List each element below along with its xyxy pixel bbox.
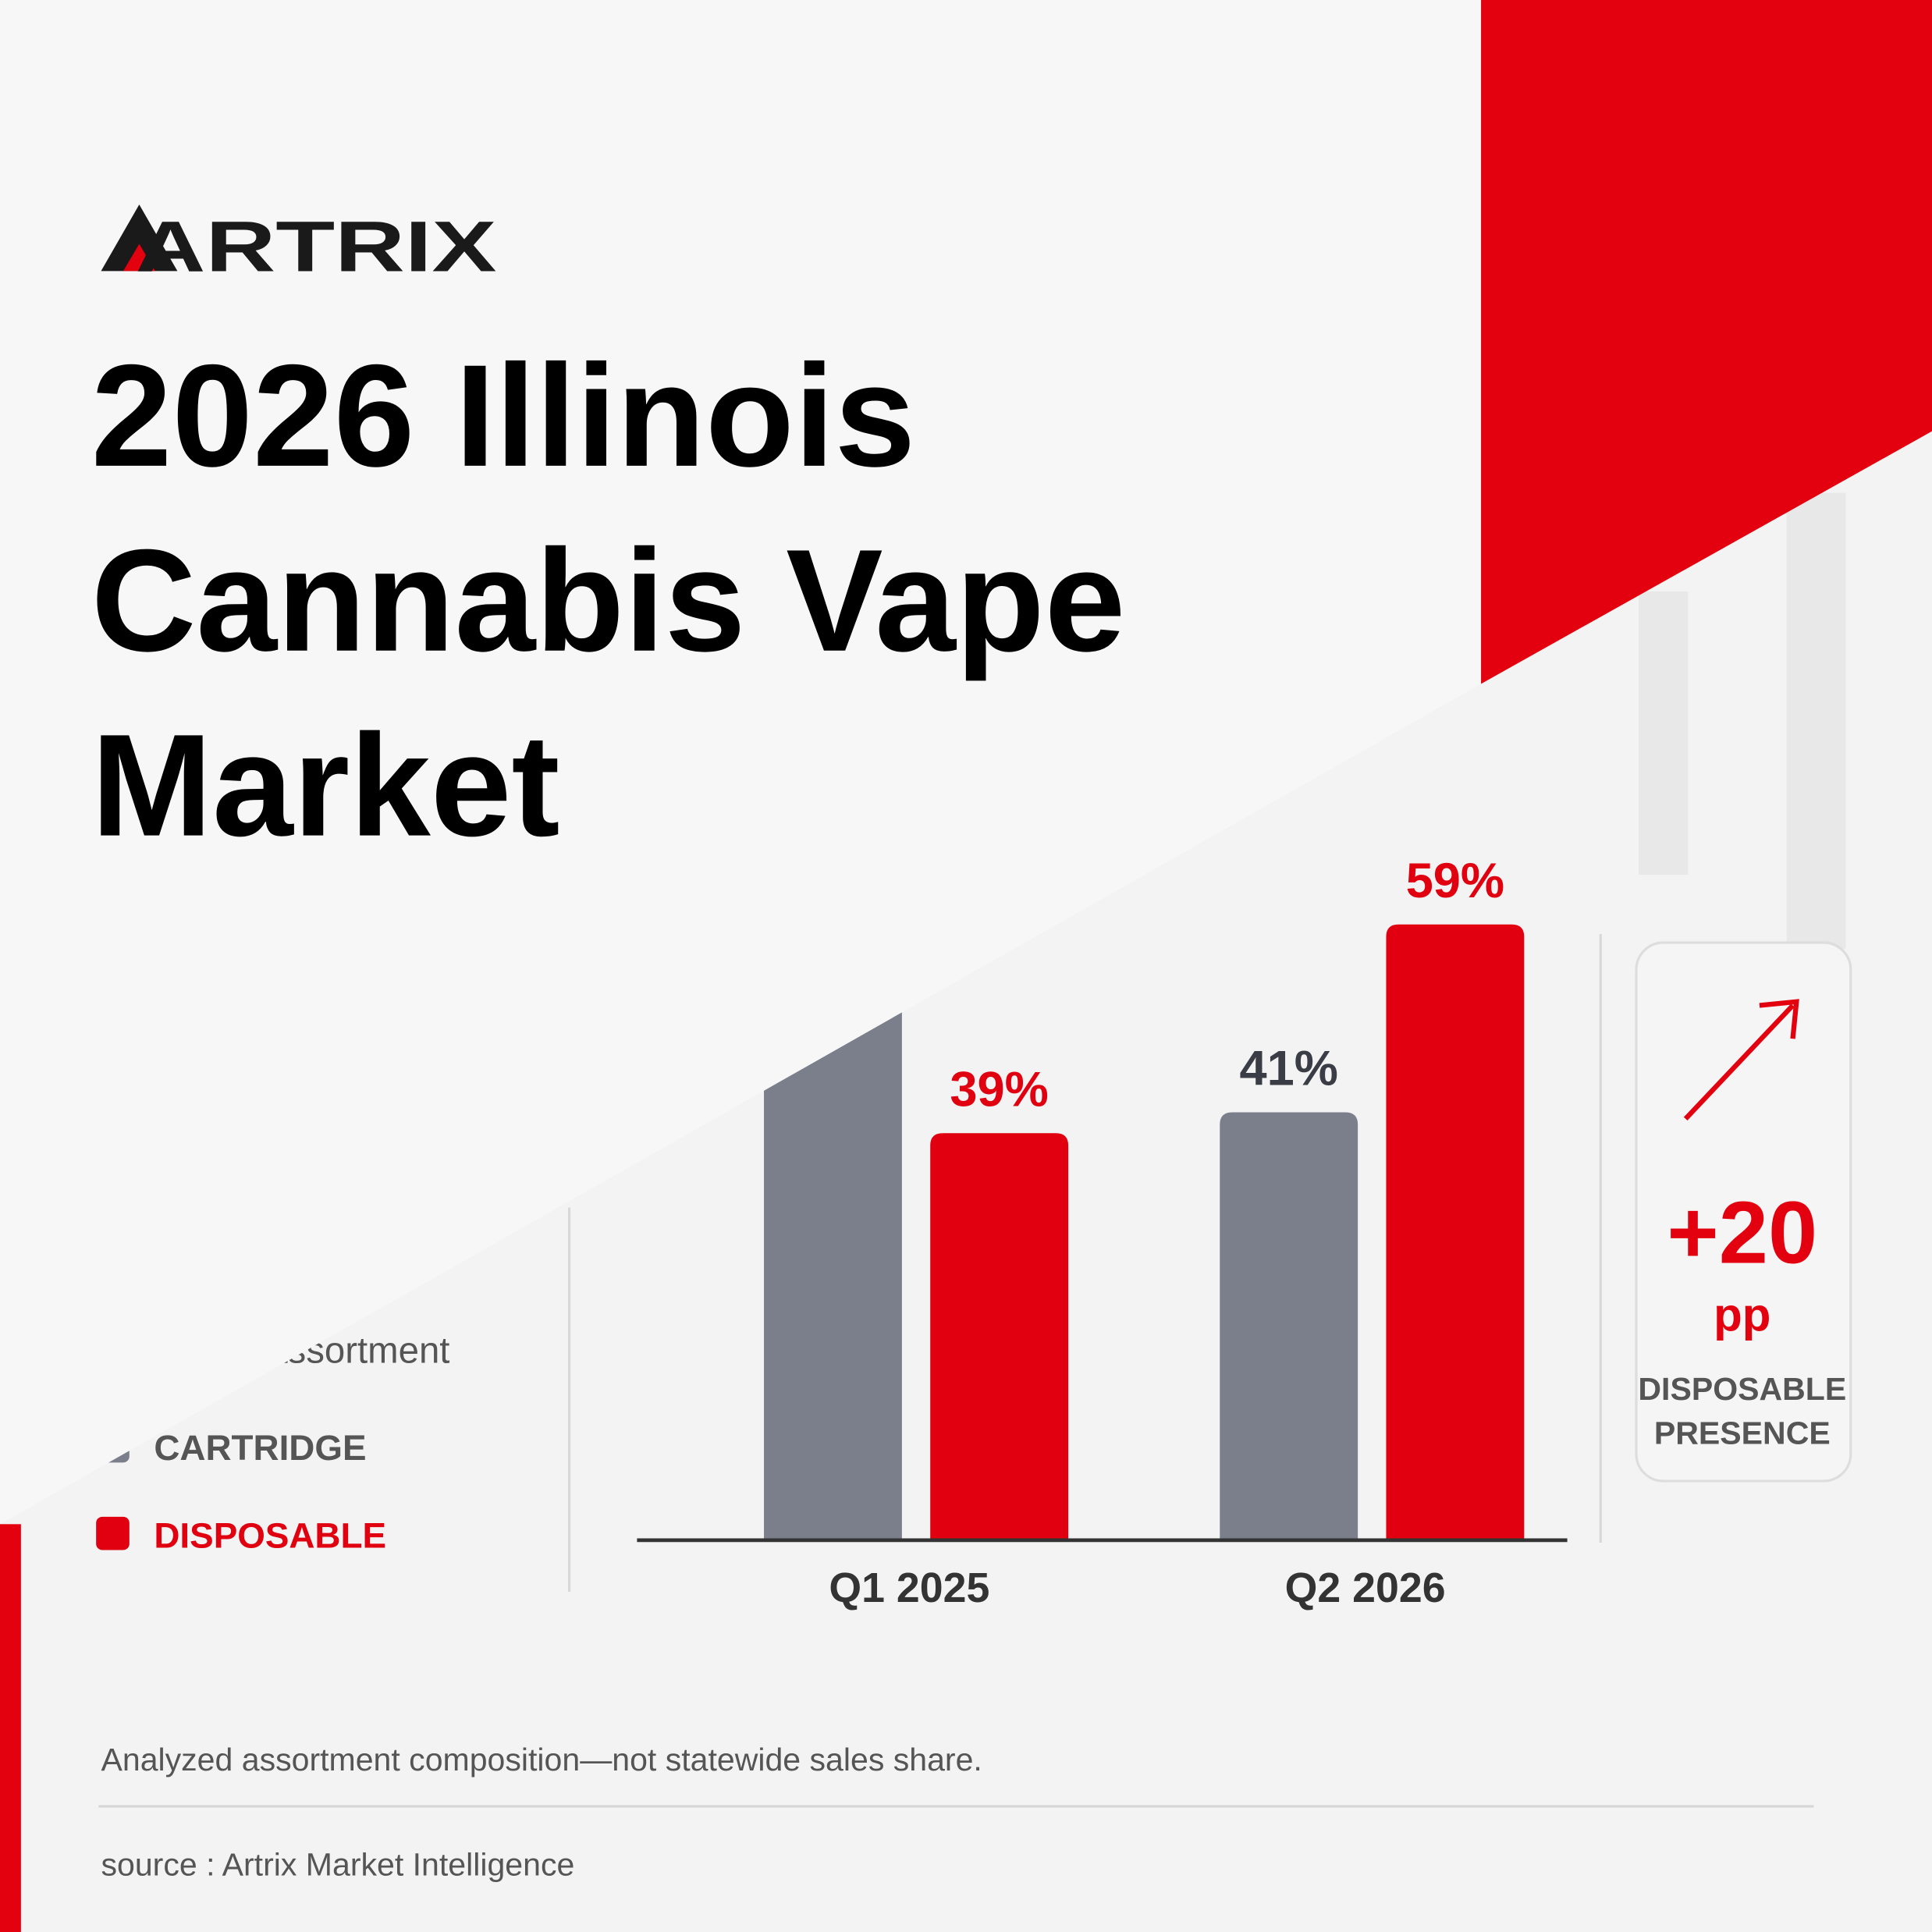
- callout-arrow: [1683, 999, 1799, 1120]
- legend-label: CARTRIDGE: [154, 1428, 366, 1468]
- red-corner: [1481, 0, 1932, 684]
- x-tick-label: Q2 2026: [1285, 1564, 1446, 1611]
- value-label: 41%: [1240, 1042, 1338, 1096]
- callout-box: [1635, 941, 1852, 1483]
- footnote: Analyzed assortment composition—not stat…: [101, 1742, 982, 1778]
- legend: CARTRIDGE DISPOSABLE: [96, 1428, 386, 1555]
- legend-label: DISPOSABLE: [154, 1515, 386, 1555]
- bg-stripe: [1786, 492, 1846, 949]
- x-tick-label: Q1 2025: [829, 1564, 989, 1611]
- callout-value: +20: [1667, 1184, 1817, 1283]
- bar: [930, 1133, 1069, 1540]
- source: source : Artrix Market Intelligence: [101, 1846, 574, 1882]
- title: 2026 Illinois Cannabis Vape Market: [91, 335, 1126, 867]
- bar: [1220, 1112, 1358, 1540]
- red-strip: [0, 1524, 21, 1932]
- legend-swatch: [96, 1516, 130, 1550]
- title-line: Market: [91, 705, 560, 867]
- logo: ARTRIX: [136, 207, 497, 286]
- logo-mark: [101, 204, 178, 272]
- overlay-panel: [0, 0, 1481, 1524]
- value-label: 59%: [1406, 854, 1504, 908]
- callout-unit: pp: [1714, 1288, 1770, 1341]
- title-line: 2026 Illinois: [91, 335, 915, 497]
- callout-text: DISPOSABLE: [1638, 1371, 1846, 1407]
- title-line: Cannabis Vape: [91, 520, 1126, 682]
- value-label: 39%: [950, 1062, 1048, 1117]
- bar: [1386, 924, 1525, 1540]
- callout-text: PRESENCE: [1654, 1415, 1831, 1451]
- bg-stripe: [1639, 591, 1689, 875]
